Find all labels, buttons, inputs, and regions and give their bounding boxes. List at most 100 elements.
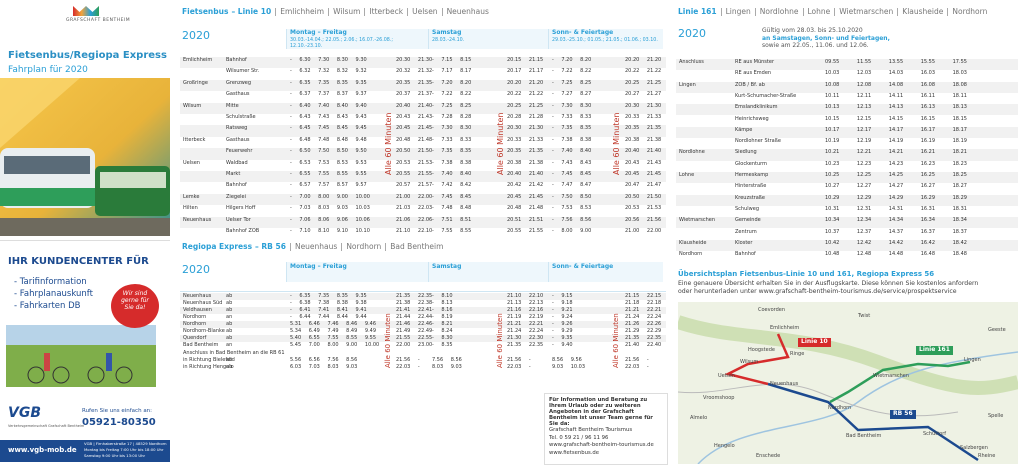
table-times: 20.30 21.30 (396, 57, 433, 63)
table-times: - 7.25 8.25 (432, 102, 472, 109)
year: 2020 (678, 27, 706, 40)
map-place-label: Rheine (978, 453, 996, 459)
map-place-label: Neuenhaus (770, 381, 799, 387)
table-times: - 7.06 8.06 9.06 10.06 (290, 216, 370, 223)
table-cell-stop: an (226, 342, 233, 348)
ad-item: - Tarifinformation (14, 277, 87, 287)
row-stripe (676, 81, 1018, 93)
table-times: - 6.38 7.38 8.38 9.38 (290, 300, 367, 306)
table-times: - 6.55 7.55 8.55 9.55 (290, 171, 367, 177)
table-times: 10.34 12.34 14.34 16.34 18.34 (825, 217, 967, 224)
table-cell-place: Bad Bentheim (183, 342, 219, 348)
table-times: 21.24 22.24 (625, 314, 662, 320)
table-times: - 7.35 8.35 (432, 148, 472, 155)
row-stripe (676, 59, 1018, 71)
table-times: 20.57 21.57 (396, 182, 433, 189)
table-times: 20.32 21.32 (396, 68, 433, 75)
table-times: - 7.42 8.42 (432, 182, 472, 189)
row-stripe (180, 125, 666, 137)
row-stripe (676, 149, 1018, 161)
table-cell-stop: Markt (226, 171, 241, 177)
cyclists-photo (6, 325, 156, 387)
table-cell-place: Wilsum (183, 102, 202, 109)
table-times: - 7.56 8.56 (552, 216, 592, 223)
table-times: - 8.24 (432, 328, 453, 334)
table-times: - 6.30 7.30 8.30 9.30 (290, 57, 367, 63)
table-times: 20.37 21.37 (396, 91, 433, 98)
table-times: 10.21 12.21 14.21 16.21 18.21 (825, 149, 967, 156)
table-cell-stop: Schulstraße (226, 114, 256, 120)
table-times: - 8.13 (432, 300, 453, 306)
row-stripe (180, 321, 666, 328)
table-times: 10.27 12.27 14.27 16.27 18.27 (825, 183, 967, 190)
table-times: - 9.26 (552, 321, 573, 327)
map-place-label: Ringe (790, 351, 805, 357)
table-times: 20.15 21.15 (507, 57, 544, 63)
table-times: 20.43 21.43 (625, 159, 662, 166)
table-times: - 9.18 (552, 300, 573, 306)
table-times: 21.10 22.10 (507, 293, 544, 299)
table-times: 09.55 11.55 13.55 15.55 17.55 (825, 59, 967, 65)
map-place-label: Twist (858, 313, 871, 319)
map-place-label: Lingen (964, 357, 981, 363)
map-place-label: Hengelo (714, 443, 735, 449)
table-times: 10.29 12.29 14.29 16.29 18.29 (825, 194, 967, 201)
table-times: - 6.44 7.44 8.44 9.44 (290, 314, 367, 320)
info-box (544, 393, 668, 465)
ad-address: Montag bis Freitag 7:00 Uhr bis 18:00 Uh… (84, 447, 164, 452)
section-heading: Regiopa Express – RB 56 Neuenhaus Nordhorn B… (182, 242, 443, 252)
heading-prefix: Fietsenbus (182, 7, 229, 16)
heading-stop: Lingen (725, 7, 751, 16)
interval-note: Alle 60 Minuten (496, 313, 504, 368)
table-times: 20.45 21.45 (625, 171, 662, 177)
table-times: - 7.40 8.40 (552, 148, 592, 155)
table-cell-place: Hilten (183, 205, 198, 212)
table-cell-stop: an (226, 314, 233, 320)
row-stripe (180, 171, 666, 183)
table-times: - 7.10 8.10 9.10 10.10 (290, 228, 370, 234)
table-times: - 9.15 (552, 293, 573, 299)
table-times: 20.48 21.48 (396, 136, 433, 143)
ad-call: Rufen Sie uns einfach an: (82, 408, 153, 414)
table-times: - 6.48 7.48 8.48 9.48 (290, 136, 367, 143)
table-times: - 7.28 8.28 (432, 114, 472, 120)
table-times: 10.19 12.19 14.19 16.19 18.19 (825, 138, 967, 145)
table-times: 21.55 22.55 (396, 335, 433, 341)
table-times: 10.15 12.15 14.15 16.15 18.15 (825, 115, 967, 122)
validity-note: Gültig vom 28.03. bis 25.10.2020 (762, 27, 863, 34)
overview-title: Übersichtsplan Fietsenbus-Linie 10 und 1… (678, 270, 935, 278)
table-times: 21.24 22.24 (507, 328, 544, 334)
table-times: 20.45 21.45 (507, 193, 544, 200)
column-title: Samstag (432, 263, 462, 270)
table-times: 5.34 6.49 7.49 8.49 9.49 (290, 328, 377, 334)
heading-stop: Klausheide (902, 7, 944, 16)
table-times: - 7.20 8.20 (432, 79, 472, 86)
table-cell-stop: Gemeinde (735, 217, 761, 224)
table-times: 21.49 22.49 (396, 328, 433, 334)
interval-note: Alle 60 Minuten (384, 313, 392, 368)
year: 2020 (182, 29, 210, 42)
separator (720, 8, 722, 17)
table-times: 21.29 22.29 (625, 328, 662, 334)
table-cell-stop: Hinterstraße (735, 183, 767, 190)
column-header-bg (428, 262, 549, 282)
table-times: 21.35 22.35 (507, 342, 544, 348)
table-times: 21.10 22.10 (396, 228, 433, 234)
map-place-label: Coevorden (758, 307, 786, 313)
separator (897, 8, 899, 17)
table-times: - 7.48 8.48 (432, 205, 472, 212)
table-times: 10.13 12.13 14.13 16.13 18.13 (825, 104, 967, 111)
table-times: 21.15 22.15 (625, 293, 662, 299)
column-title: Montag – Freitag (290, 29, 347, 36)
table-times: - 7.45 8.45 (552, 171, 592, 177)
table-cell-stop: Bahnhof (735, 251, 756, 258)
table-times: 21.16 22.16 (507, 307, 544, 313)
table-cell-place: in Richtung Bielefeld (183, 357, 235, 363)
table-times: 21.21 22.21 (625, 307, 662, 313)
map-place-label: Hoogstede (748, 347, 775, 353)
table-times: - 6.45 7.45 8.45 9.45 (290, 125, 367, 132)
table-times: - 7.17 8.17 (432, 68, 472, 75)
heading-stop: Lohne (807, 7, 831, 16)
table-times: 20.22 21.22 (507, 91, 544, 98)
table-times: 20.35 21.35 (625, 125, 662, 132)
